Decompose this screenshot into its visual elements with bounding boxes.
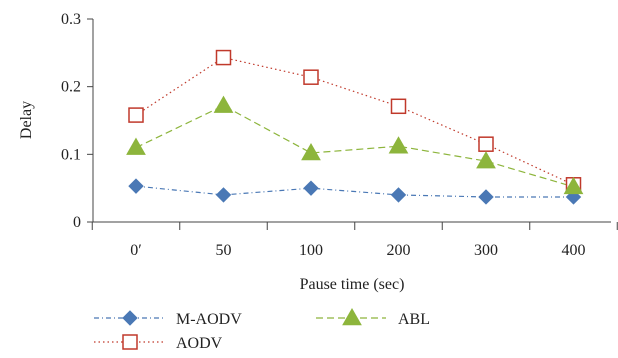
legend-label: ABL: [398, 311, 430, 328]
y-axis-label: Delay: [18, 101, 35, 139]
series-line: [135, 104, 574, 188]
x-tick-label: 0′: [130, 242, 142, 259]
x-tick-label: 400: [562, 242, 586, 259]
data-point: [126, 137, 146, 155]
data-point: [478, 189, 494, 205]
series-markers-abl: [126, 95, 584, 195]
x-axis-label: Pause time (sec): [300, 276, 405, 293]
x-tick-label: 100: [299, 242, 323, 259]
legend: M-AODV AODV ABL: [94, 307, 430, 352]
legend-item-aodv: AODV: [94, 334, 223, 352]
x-tick-label: 50: [216, 242, 232, 259]
data-point: [215, 49, 232, 66]
data-point: [476, 151, 496, 169]
legend-label: M-AODV: [176, 311, 242, 328]
data-point: [215, 187, 232, 203]
series-line: [135, 56, 574, 186]
y-tick-label: 0.2: [61, 79, 81, 96]
data-point: [303, 69, 319, 85]
x-tick-label: 200: [387, 242, 411, 259]
legend-marker: [122, 334, 138, 350]
data-point: [213, 95, 234, 113]
y-tick-label: 0.1: [61, 146, 81, 163]
legend-label: AODV: [176, 335, 223, 352]
data-point: [388, 136, 409, 154]
data-point: [478, 136, 494, 152]
series-aodv: [135, 56, 574, 186]
x-tick-label: 300: [474, 242, 498, 259]
data-point: [563, 176, 584, 195]
series-layer: [126, 49, 584, 205]
data-point: [303, 180, 319, 196]
series-m-aodv: [135, 185, 574, 198]
data-point: [390, 98, 407, 115]
series-markers-m-aodv: [128, 178, 582, 205]
legend-marker: [342, 307, 362, 326]
data-point: [128, 178, 144, 194]
legend-item-abl: ABL: [316, 307, 430, 328]
legend-marker: [122, 310, 138, 326]
y-axis: 0 0.1 0.2 0.3: [61, 11, 94, 231]
data-point: [390, 187, 407, 203]
legend-item-m-aodv: M-AODV: [94, 310, 242, 328]
y-tick-label: 0.3: [61, 11, 81, 28]
x-axis: 0′ 50 100 200 300 400: [91, 221, 618, 259]
series-abl: [135, 104, 574, 188]
data-point: [301, 142, 321, 161]
y-tick-label: 0: [73, 214, 81, 231]
series-markers-aodv: [128, 49, 582, 193]
series-line: [135, 185, 574, 198]
data-point: [128, 107, 144, 123]
